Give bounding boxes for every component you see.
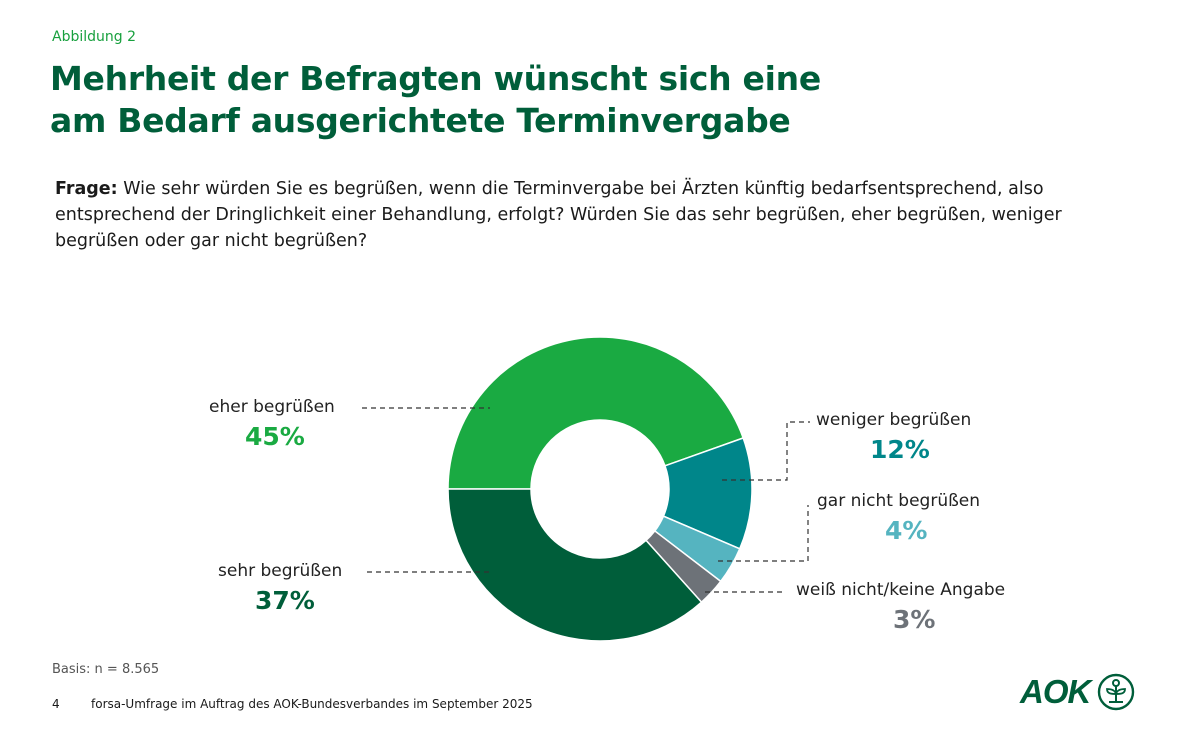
label-garnicht: gar nicht begrüßen — [817, 491, 981, 511]
aok-logo: AOK — [1020, 672, 1136, 712]
label-weniger: weniger begrüßen — [816, 410, 972, 430]
slice-sehr — [447, 488, 703, 642]
leader-line-garnicht — [718, 505, 809, 562]
page-title: Mehrheit der Befragten wünscht sich eine… — [50, 58, 821, 142]
value-weissnicht: 3% — [893, 605, 936, 634]
question-prefix: Frage: — [55, 179, 118, 199]
title-line-2: am Bedarf ausgerichtete Terminvergabe — [50, 101, 791, 140]
source-note: forsa-Umfrage im Auftrag des AOK-Bundesv… — [91, 697, 533, 711]
figure-label: Abbildung 2 — [52, 29, 137, 45]
sample-basis: Basis: n = 8.565 — [52, 662, 160, 677]
label-weissnicht: weiß nicht/keine Angabe — [796, 580, 1006, 600]
value-sehr: 37% — [255, 586, 315, 615]
question-text: Wie sehr würden Sie es begrüßen, wenn di… — [55, 179, 1062, 251]
page-number: 4 — [52, 697, 60, 711]
survey-question: Frage: Wie sehr würden Sie es begrüßen, … — [55, 176, 1135, 254]
title-line-1: Mehrheit der Befragten wünscht sich eine — [50, 59, 821, 98]
aok-tree-icon — [1098, 673, 1135, 711]
slice-eher — [447, 336, 745, 490]
leader-lines — [362, 407, 810, 593]
label-sehr: sehr begrüßen — [218, 561, 343, 581]
logo-text: AOK — [1020, 673, 1091, 710]
value-eher: 45% — [245, 422, 305, 451]
value-garnicht: 4% — [885, 516, 928, 545]
donut-slices — [447, 336, 753, 642]
value-weniger: 12% — [870, 435, 930, 464]
label-eher: eher begrüßen — [209, 397, 335, 417]
leader-line-weniger — [722, 421, 810, 481]
